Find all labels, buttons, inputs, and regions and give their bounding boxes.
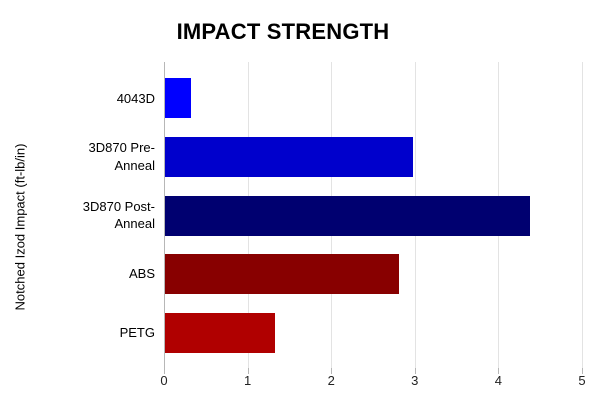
gridline-5 <box>582 62 583 368</box>
category-label-3d870-pre-anneal: 3D870 Pre-Anneal <box>88 140 155 173</box>
category-label-petg: PETG <box>119 324 155 340</box>
plot-area <box>164 62 583 374</box>
x-tick-label-4: 4 <box>494 373 502 388</box>
bar-4043d <box>165 78 191 119</box>
x-tick-mark-1 <box>247 368 249 374</box>
x-tick-label-3: 3 <box>411 373 419 388</box>
y-axis-title: Notched Izod Impact (ft-lb/in) <box>12 143 28 311</box>
bar-abs <box>165 254 400 295</box>
bar-3d870-pre-anneal <box>165 136 414 177</box>
y-axis-line <box>164 62 165 368</box>
x-tick-mark-5 <box>582 368 583 374</box>
category-label-4043d: 4043D <box>116 90 155 106</box>
bar-petg <box>165 312 275 353</box>
chart-title: IMPACT STRENGTH <box>176 19 390 44</box>
x-tick-mark-3 <box>414 368 416 374</box>
x-tick-mark-4 <box>498 368 500 374</box>
x-tick-label-0: 0 <box>160 373 168 388</box>
x-tick-label-1: 1 <box>243 373 252 388</box>
x-tick-mark-2 <box>331 368 333 374</box>
x-tick-label-5: 5 <box>578 373 586 388</box>
category-label-3d870-post-anneal: 3D870 Post-Anneal <box>82 198 155 232</box>
x-tick-label-2: 2 <box>327 373 335 388</box>
category-label-abs: ABS <box>128 266 155 282</box>
x-tick-mark-0 <box>164 368 165 374</box>
bar-3d870-post-anneal <box>165 195 531 236</box>
